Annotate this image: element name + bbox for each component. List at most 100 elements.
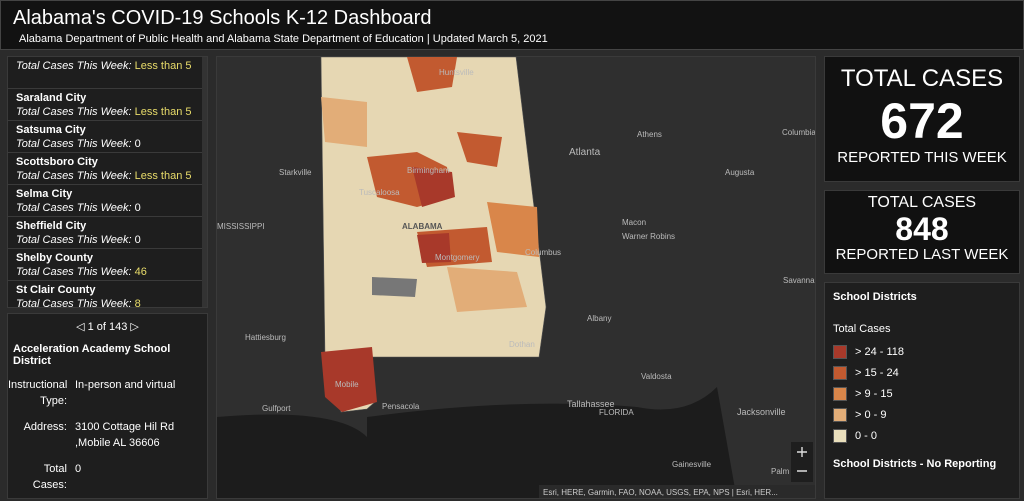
- district-name: Shelby County: [16, 252, 94, 264]
- legend-no-reporting: School Districts - No Reporting: [833, 458, 997, 470]
- legend: School Districts Total Cases > 24 - 118 >…: [824, 282, 1020, 499]
- legend-items: > 24 - 118 > 15 - 24 > 9 - 15 > 0 - 9 0 - 0: [833, 341, 1011, 446]
- map-svg: Huntsville Athens Columbia Atlanta Stark…: [217, 57, 816, 498]
- city: Augusta: [725, 168, 755, 177]
- state: ALABAMA: [402, 222, 443, 231]
- city: Savannah: [783, 276, 816, 285]
- cases-value: 0: [134, 234, 141, 246]
- legend-item: > 9 - 15: [833, 383, 1011, 404]
- legend-swatch: [833, 344, 847, 359]
- legend-label: > 24 - 118: [855, 345, 905, 358]
- region: [457, 132, 502, 167]
- list-item[interactable]: Scottsboro City Total Cases This Week: Le…: [8, 153, 207, 185]
- cases-label: Total Cases This Week:: [16, 170, 132, 182]
- legend-swatch: [833, 407, 847, 422]
- cases-value: 8: [134, 298, 141, 308]
- stat-top: TOTAL CASES: [867, 194, 977, 211]
- zoom-icons: [797, 447, 807, 472]
- legend-label: > 0 - 9: [855, 408, 887, 421]
- city: Columbia: [782, 128, 816, 137]
- cases-line: Total Cases This Week: 0: [16, 201, 199, 215]
- city: Valdosta: [641, 372, 672, 381]
- region: [487, 202, 539, 257]
- legend-item: > 24 - 118: [833, 341, 1011, 362]
- scrollbar[interactable]: [202, 57, 207, 307]
- cases-line: Total Cases This Week: 0: [16, 233, 199, 247]
- cases-label: Total Cases This Week:: [16, 202, 132, 214]
- city: Palm C: [771, 467, 797, 476]
- city: Starkville: [279, 168, 312, 177]
- legend-subtitle: Total Cases: [833, 323, 891, 335]
- region: [417, 233, 451, 263]
- city: Jacksonville: [737, 407, 786, 417]
- field-line: 3100 Cottage Hil Rd: [75, 421, 175, 433]
- legend-item: > 15 - 24: [833, 362, 1011, 383]
- cases-label: Total Cases This Week:: [16, 106, 132, 118]
- city: Birmingham: [407, 166, 450, 175]
- list-item[interactable]: Total Cases This Week: Less than 5: [8, 57, 207, 89]
- city: Macon: [622, 218, 646, 227]
- field-value: 3100 Cottage Hil Rd ,Mobile AL 36606: [75, 419, 174, 451]
- district-name: Selma City: [16, 188, 73, 200]
- pager[interactable]: ◁ 1 of 143 ▷: [76, 321, 139, 333]
- cases-line: Total Cases This Week: Less than 5: [16, 59, 199, 73]
- city: Warner Robins: [622, 232, 675, 241]
- stat-this-week: TOTAL CASES 672 REPORTED THIS WEEK: [824, 56, 1020, 182]
- city: Mobile: [335, 380, 359, 389]
- field: Total Cases: 0: [8, 461, 207, 493]
- fields: Instructional Type: In-person and virtual…: [8, 377, 207, 493]
- cases-line: Total Cases This Week: 0: [16, 137, 199, 151]
- city: Tallahassee: [567, 399, 615, 409]
- cases-value: Less than 5: [134, 170, 192, 182]
- stat-value: 672: [880, 93, 964, 149]
- map[interactable]: Huntsville Athens Columbia Atlanta Stark…: [216, 56, 816, 499]
- district-list: Total Cases This Week: Less than 5 Sarala…: [7, 56, 208, 308]
- detail-title: Acceleration Academy School District: [13, 343, 171, 367]
- region: [407, 57, 457, 92]
- city: Montgomery: [435, 253, 479, 262]
- subtitle: Alabama Department of Public Health and …: [19, 33, 548, 45]
- list-item[interactable]: St Clair County Total Cases This Week: 8: [8, 281, 207, 308]
- pager-text: 1 of 143: [87, 321, 128, 333]
- cases-label: Total Cases This Week:: [16, 234, 132, 246]
- toolbar[interactable]: [697, 65, 797, 83]
- legend-item: 0 - 0: [833, 425, 1011, 446]
- city: Pensacola: [382, 402, 420, 411]
- field-line: 0: [75, 463, 82, 475]
- stat-last-week: TOTAL CASES 848 REPORTED LAST WEEK: [824, 190, 1020, 274]
- cases-value: 0: [134, 202, 141, 214]
- detail-panel: ◁ 1 of 143 ▷ Acceleration Academy School…: [7, 313, 208, 499]
- region: [412, 167, 455, 207]
- district-name: St Clair County: [16, 284, 96, 296]
- city: Atlanta: [569, 147, 601, 158]
- cases-line: Total Cases This Week: Less than 5: [16, 169, 199, 183]
- legend-swatch: [833, 428, 847, 443]
- list-item[interactable]: Shelby County Total Cases This Week: 46: [8, 249, 207, 281]
- region: [447, 267, 527, 312]
- state: FLORIDA: [599, 408, 634, 417]
- list-item[interactable]: Selma City Total Cases This Week: 0: [8, 185, 207, 217]
- list-item[interactable]: Satsuma City Total Cases This Week: 0: [8, 121, 207, 153]
- city: Gainesville: [672, 460, 712, 469]
- city: Albany: [587, 314, 611, 323]
- field-label: Total Cases:: [32, 463, 67, 491]
- legend-swatch: [833, 365, 847, 380]
- city: Dothan: [509, 340, 535, 349]
- legend-label: 0 - 0: [855, 429, 878, 442]
- stat-value: 848: [895, 211, 949, 247]
- cases-line: Total Cases This Week: 8: [16, 297, 199, 308]
- legend-title: School Districts: [833, 291, 917, 303]
- header: Alabama's COVID-19 Schools K-12 Dashboar…: [0, 0, 1024, 50]
- zoom-control[interactable]: [791, 442, 813, 482]
- list-item[interactable]: Saraland City Total Cases This Week: Less…: [8, 89, 207, 121]
- list-item[interactable]: Sheffield City Total Cases This Week: 0: [8, 217, 207, 249]
- legend-item: > 0 - 9: [833, 404, 1011, 425]
- gulf: [217, 387, 737, 498]
- stat-bottom: REPORTED LAST WEEK: [835, 246, 1009, 263]
- city: Tuscaloosa: [359, 188, 400, 197]
- district-name: Scottsboro City: [16, 156, 98, 168]
- city: Gulfport: [262, 404, 291, 413]
- cases-value: 0: [134, 138, 141, 150]
- field-label: Instructional Type:: [8, 379, 68, 407]
